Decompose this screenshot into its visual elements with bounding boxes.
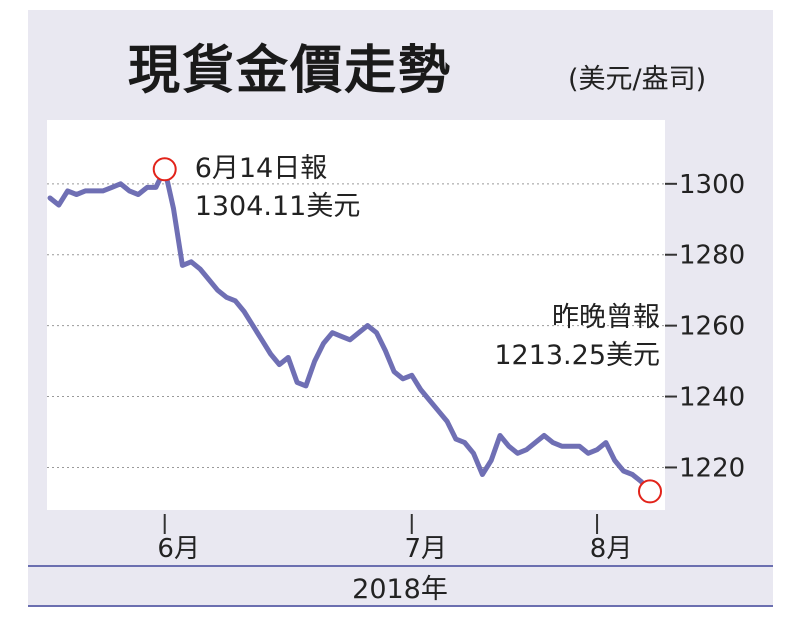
year-label: 2018年 xyxy=(352,574,448,605)
annotation-label: 昨晚曾報 xyxy=(552,302,660,333)
x-tick-label: 7月 xyxy=(404,534,447,564)
annotation-value: 1304.11美元 xyxy=(195,191,361,222)
annotation-marker xyxy=(152,157,177,182)
y-tick-label: 1240 xyxy=(679,383,745,413)
chart-title: 現貨金價走勢 xyxy=(128,40,453,101)
x-tick-label: 8月 xyxy=(590,534,633,564)
x-tick-label: 6月 xyxy=(157,534,200,564)
y-tick-label: 1260 xyxy=(679,312,745,342)
y-tick-label: 1280 xyxy=(679,241,745,271)
y-tick-label: 1300 xyxy=(679,170,745,200)
axis-divider-bottom xyxy=(28,605,773,607)
annotation-value: 1213.25美元 xyxy=(494,340,660,371)
y-tick-label: 1220 xyxy=(679,453,745,483)
axis-divider-top xyxy=(28,565,773,567)
annotation-marker xyxy=(638,479,662,504)
annotation-label: 6月14日報 xyxy=(195,153,328,184)
price-line xyxy=(47,166,653,494)
unit-label: (美元/盎司) xyxy=(568,64,707,95)
